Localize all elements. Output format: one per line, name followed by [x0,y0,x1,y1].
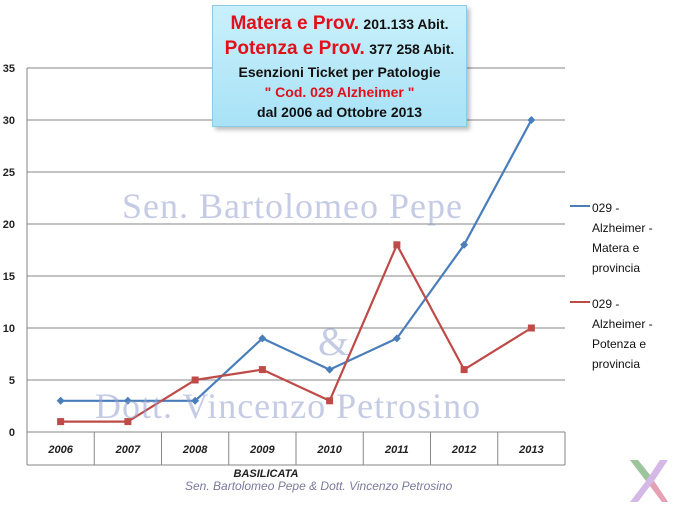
title-line-3: Esenzioni Ticket per Patologie [238,64,441,80]
legend-label-line: Alzheimer - [592,317,653,331]
x-tick-label: 2013 [518,444,543,456]
series-line-1 [60,119,533,402]
data-point [258,366,266,374]
data-point [191,376,199,384]
title-potenza-population: 377 258 Abit. [369,41,455,57]
y-tick-label: 25 [3,167,15,179]
legend-swatch-matera [570,205,590,207]
data-point [460,366,468,374]
x-tick-label: 2006 [47,444,73,456]
data-point [56,396,65,405]
x-tick-label: 2012 [451,444,476,456]
legend-label-line: 029 - [592,297,620,311]
legend-item-potenza: 029 - Alzheimer - Potenza e provincia [570,294,678,374]
title-line-4: " Cod. 029 Alzheimer " [264,84,415,100]
data-point [191,396,200,405]
title-matera-population: 201.133 Abit. [363,16,449,32]
title-line-2: Potenza e Prov. 377 258 Abit. [213,37,466,62]
chart-title-box: Matera e Prov. 201.133 Abit. Potenza e P… [212,5,467,127]
y-tick-label: 15 [3,271,15,283]
legend-label-line: provincia [592,357,641,371]
data-point [393,241,401,249]
data-point [460,240,469,249]
footer-credit: Sen. Bartolomeo Pepe & Dott. Vincenzo Pe… [185,479,453,493]
data-point [527,324,535,332]
legend-label-line: 029 - [592,201,620,215]
title-matera: Matera e Prov. [230,13,359,34]
data-point [392,334,401,343]
data-point [124,418,132,426]
legend-series-2: 029 - Alzheimer - Potenza e provincia [570,294,678,374]
x-tick-label: 2009 [249,444,275,456]
y-tick-label: 5 [9,375,15,387]
title-line-5: dal 2006 ad Ottobre 2013 [257,104,422,120]
legend-swatch-potenza [570,301,590,303]
data-point [123,396,132,405]
x-tick-label: 2008 [182,444,208,456]
y-tick-label: 35 [3,63,15,75]
data-point [325,365,334,374]
data-point [326,397,334,405]
legend-label-line: Alzheimer - [592,221,653,235]
y-tick-label: 10 [3,323,15,335]
legend-item-matera: 029 - Alzheimer - Matera e provincia [570,198,678,278]
x-axis-label: BASILICATA [234,468,299,480]
watermark-line-2: Dott. Vincenzo Petrosino [95,386,482,426]
x-logo-icon [630,460,668,502]
y-tick-label: 0 [9,427,15,439]
y-tick-label: 20 [3,219,15,231]
watermark-line-1: Sen. Bartolomeo Pepe [122,186,463,226]
x-tick-label: 2007 [115,444,141,456]
watermark-ampersand: & [318,319,350,364]
x-tick-label: 2010 [316,444,342,456]
series-line-2 [60,243,532,423]
legend-label-line: Matera e [592,241,640,255]
data-point [527,116,536,124]
data-point [258,334,267,343]
title-potenza: Potenza e Prov. [224,38,365,59]
legend-label-line: provincia [592,261,641,275]
data-point [57,418,65,426]
x-tick-label: 2011 [384,444,409,456]
legend-label-line: Potenza e [592,337,647,351]
y-tick-label: 30 [3,115,15,127]
legend-series-1: 029 - Alzheimer - Matera e provincia [570,198,678,278]
title-line-1: Matera e Prov. 201.133 Abit. [213,12,466,37]
